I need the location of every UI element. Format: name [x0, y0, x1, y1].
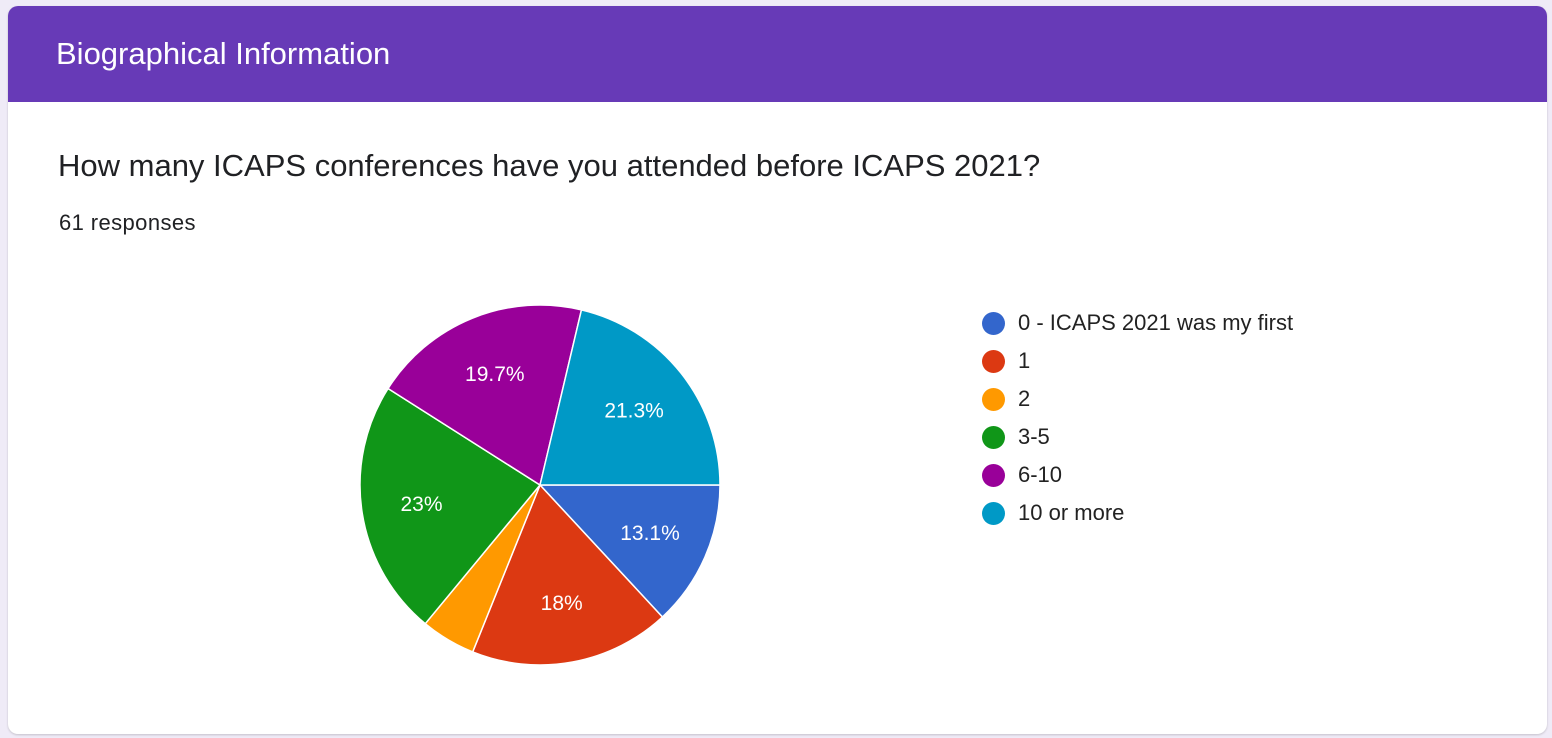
chart-card: Biographical Information How many ICAPS …	[8, 6, 1547, 734]
chart-legend: 0 - ICAPS 2021 was my first 1 2 3-5 6-10 10 o…	[982, 304, 1293, 532]
pie-slice-5[interactable]	[539, 308, 721, 486]
legend-label-5: 10 or more	[1018, 500, 1125, 525]
section-title: Biographical Information	[56, 36, 391, 71]
legend-label-2: 2	[1018, 386, 1031, 411]
pie-slice-label-5: 21.3%	[604, 400, 664, 423]
pie-chart: 13.1% 18% 23% 19.7% 21.3%	[359, 304, 721, 666]
legend-item-0[interactable]: 0 - ICAPS 2021 was my first	[982, 304, 1293, 342]
pie-slice-label-3: 23%	[400, 493, 442, 516]
legend-label-1: 1	[1018, 348, 1031, 373]
pie-slice-label-4: 19.7%	[465, 363, 525, 386]
legend-item-1[interactable]: 1	[982, 342, 1293, 380]
pie-slice-4[interactable]	[386, 304, 583, 487]
pie-slice-label-0: 13.1%	[620, 522, 680, 545]
legend-label-0: 0 - ICAPS 2021 was my first	[1018, 310, 1294, 335]
legend-item-4[interactable]: 6-10	[982, 456, 1293, 494]
legend-label-3: 3-5	[1018, 424, 1050, 449]
pie-slice-0[interactable]	[538, 484, 721, 619]
legend-swatch-1	[982, 349, 1005, 373]
legend-swatch-2	[982, 387, 1005, 411]
response-count: 61 responses	[59, 210, 196, 235]
question-title: How many ICAPS conferences have you atte…	[58, 148, 1041, 183]
legend-item-3[interactable]: 3-5	[982, 418, 1293, 456]
legend-swatch-3	[982, 425, 1005, 449]
legend-label-4: 6-10	[1018, 462, 1063, 487]
legend-item-2[interactable]: 2	[982, 380, 1293, 418]
pie-slice-label-1: 18%	[541, 592, 583, 615]
legend-swatch-0	[982, 311, 1005, 335]
legend-item-5[interactable]: 10 or more	[982, 494, 1293, 532]
pie-slice-3[interactable]	[359, 387, 542, 625]
pie-slice-1[interactable]	[471, 483, 664, 666]
legend-swatch-5	[982, 501, 1005, 525]
legend-swatch-4	[982, 463, 1005, 487]
section-header: Biographical Information	[8, 6, 1547, 102]
